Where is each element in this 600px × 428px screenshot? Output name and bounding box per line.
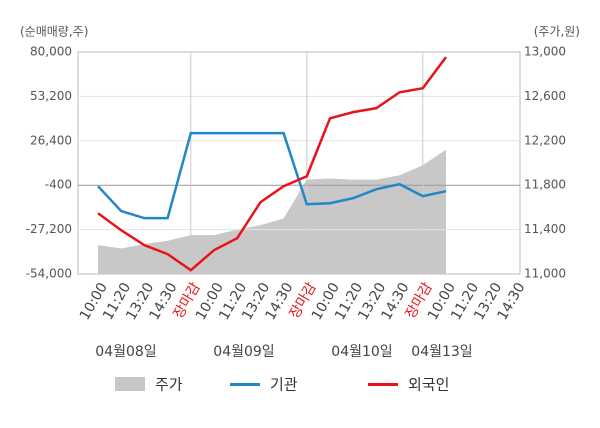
- y-tick-label: 80,000: [30, 45, 72, 59]
- legend-swatch: [115, 377, 145, 391]
- legend-swatch: [368, 383, 398, 386]
- y-tick-label: -27,200: [26, 222, 72, 236]
- legend-label: 주가: [155, 376, 183, 394]
- y2-tick-label: 11,800: [524, 178, 566, 192]
- y-axis-label: (순매매량,주): [20, 25, 88, 39]
- date-label: 04월08일: [95, 344, 156, 360]
- y-tick-label: -400: [45, 178, 72, 192]
- y2-axis-label: (주가,원): [534, 25, 580, 39]
- y-tick-label: 53,200: [30, 89, 72, 103]
- date-label: 04월13일: [411, 344, 472, 360]
- y2-tick-label: 11,000: [524, 267, 566, 281]
- legend-label: 외국인: [408, 376, 449, 394]
- date-label: 04월09일: [213, 344, 274, 360]
- series-line: [97, 56, 448, 272]
- legend-label: 기관: [270, 376, 298, 394]
- y-tick-label: 26,400: [30, 133, 72, 147]
- date-label: 04월10일: [331, 344, 392, 360]
- price-area: [98, 149, 446, 274]
- legend-swatch: [230, 383, 260, 386]
- series-line: [97, 131, 447, 220]
- y2-tick-label: 12,200: [524, 133, 566, 147]
- y2-tick-label: 12,600: [524, 89, 566, 103]
- y2-tick-label: 11,400: [524, 222, 566, 236]
- y-tick-label: -54,000: [26, 267, 72, 281]
- y2-tick-label: 13,000: [524, 45, 566, 59]
